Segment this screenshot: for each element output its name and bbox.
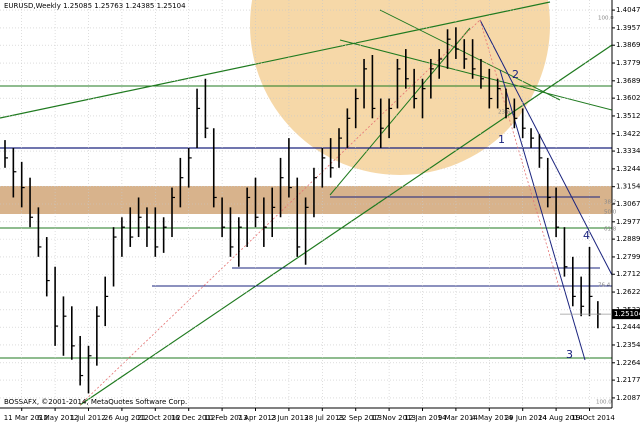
- y-tick-label: 1.30670: [616, 200, 640, 208]
- x-tick-label: 2 Jun 2013: [271, 414, 309, 422]
- x-tick-label: 26 Aug 2012: [104, 414, 149, 422]
- y-tick-label: 1.27995: [616, 253, 640, 261]
- y-tick-label: 1.22645: [616, 359, 640, 367]
- y-tick-label: 1.27120: [616, 270, 640, 278]
- x-tick-label: 21 Oct 2012: [137, 414, 180, 422]
- y-tick-label: 1.21770: [616, 376, 640, 384]
- x-tick-label: 28 Jul 2013: [304, 414, 344, 422]
- x-tick-label: 19 Oct 2014: [572, 414, 616, 422]
- y-tick-label: 1.24445: [616, 323, 640, 331]
- fib-label: 38.2: [604, 200, 616, 206]
- last-price-label: 1.25104: [614, 310, 640, 318]
- chart-title: EURUSD,Weekly 1.25085 1.25763 1.24385 1.…: [4, 2, 186, 10]
- x-tick-label: 17 Nov 2013: [371, 414, 416, 422]
- x-tick-label: 12 Jan 2014: [405, 414, 448, 422]
- trend-line: [0, 1, 551, 119]
- trend-line: [329, 27, 471, 196]
- copyright: BOSSAFX, ©2001-2014, MetaQuotes Software…: [4, 398, 187, 406]
- x-tick-label: 11 Mar 2012: [4, 414, 48, 422]
- y-tick-label: 1.39570: [616, 24, 640, 32]
- fib-line: [479, 19, 561, 291]
- fib-label: 100.0: [596, 400, 612, 406]
- y-tick-label: 1.29770: [616, 218, 640, 226]
- x-tick-label: 1 Jul 2012: [71, 414, 106, 422]
- fib-label: 76.4: [598, 283, 611, 289]
- last-price-box: [612, 309, 640, 320]
- y-tick-label: 1.20870: [616, 394, 640, 402]
- y-tick-label: 1.23545: [616, 341, 640, 349]
- fib-label: 50.0: [604, 210, 617, 216]
- y-tick-label: 1.36020: [616, 94, 640, 102]
- wave-label: 3: [566, 348, 573, 361]
- wave-label: 2: [512, 68, 519, 81]
- trend-line: [339, 39, 612, 111]
- x-tick-label: 9 Mar 2014: [438, 414, 478, 422]
- y-tick-label: 1.36895: [616, 77, 640, 85]
- y-tick-label: 1.32445: [616, 165, 640, 173]
- fib-label: 23.6: [498, 110, 511, 116]
- y-tick-label: 1.35120: [616, 112, 640, 120]
- x-tick-label: 24 Aug 2014: [538, 414, 583, 422]
- y-tick-label: 1.26220: [616, 288, 640, 296]
- y-tick-label: 1.28895: [616, 235, 640, 243]
- fib-label: 100.0: [598, 16, 614, 22]
- x-tick-label: 16 Dec 2012: [171, 414, 216, 422]
- y-tick-label: 1.33345: [616, 147, 640, 155]
- x-tick-label: 6 May 2012: [37, 414, 78, 422]
- channel-line: [479, 19, 612, 276]
- y-tick-label: 1.34220: [616, 130, 640, 138]
- fib-label: 61.8: [604, 227, 617, 233]
- y-tick-label: 1.38695: [616, 41, 640, 49]
- drawings: [0, 0, 612, 406]
- x-tick-label: 22 Sep 2013: [338, 414, 382, 422]
- trend-line: [379, 9, 561, 101]
- x-tick-label: 4 May 2014: [471, 414, 513, 422]
- x-tick-label: 7 Apr 2013: [238, 414, 277, 422]
- x-tick-label: 29 Jun 2014: [505, 414, 548, 422]
- fib-circle: [250, 0, 550, 175]
- y-tick-label: 1.37795: [616, 59, 640, 67]
- wave-label: 1: [498, 133, 505, 146]
- y-tick-label: 1.31545: [616, 183, 640, 191]
- y-tick-label: 1.40470: [616, 6, 640, 14]
- wave-label: 4: [583, 229, 590, 242]
- x-tick-label: 10 Feb 2013: [204, 414, 248, 422]
